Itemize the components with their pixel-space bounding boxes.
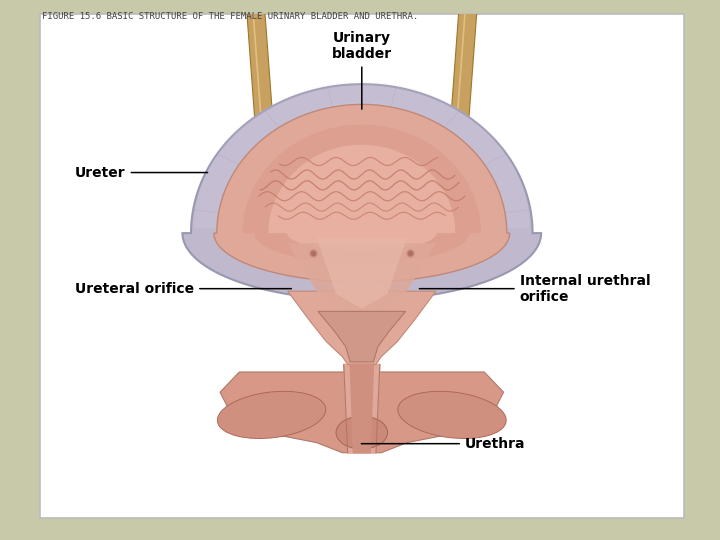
Polygon shape <box>288 291 436 364</box>
Ellipse shape <box>398 392 506 438</box>
Polygon shape <box>284 127 439 279</box>
Ellipse shape <box>336 416 387 449</box>
Text: Urethra: Urethra <box>361 437 526 451</box>
Text: Ureter: Ureter <box>75 166 207 179</box>
Polygon shape <box>194 82 529 301</box>
Polygon shape <box>269 145 455 251</box>
Polygon shape <box>288 243 436 312</box>
Polygon shape <box>220 372 503 453</box>
Polygon shape <box>448 0 484 156</box>
Polygon shape <box>317 238 407 309</box>
Polygon shape <box>350 364 374 453</box>
Polygon shape <box>243 125 481 264</box>
Polygon shape <box>318 312 405 362</box>
Text: Urinary
bladder: Urinary bladder <box>332 31 392 109</box>
Polygon shape <box>182 84 541 300</box>
Text: Ureteral orifice: Ureteral orifice <box>75 282 292 296</box>
Text: FIGURE 15.6 BASIC STRUCTURE OF THE FEMALE URINARY BLADDER AND URETHRA.: FIGURE 15.6 BASIC STRUCTURE OF THE FEMAL… <box>42 12 418 21</box>
Polygon shape <box>343 364 380 453</box>
Polygon shape <box>233 102 491 291</box>
Text: Internal urethral
orifice: Internal urethral orifice <box>419 274 650 304</box>
Ellipse shape <box>217 392 325 438</box>
Polygon shape <box>240 0 276 156</box>
Polygon shape <box>214 104 510 282</box>
